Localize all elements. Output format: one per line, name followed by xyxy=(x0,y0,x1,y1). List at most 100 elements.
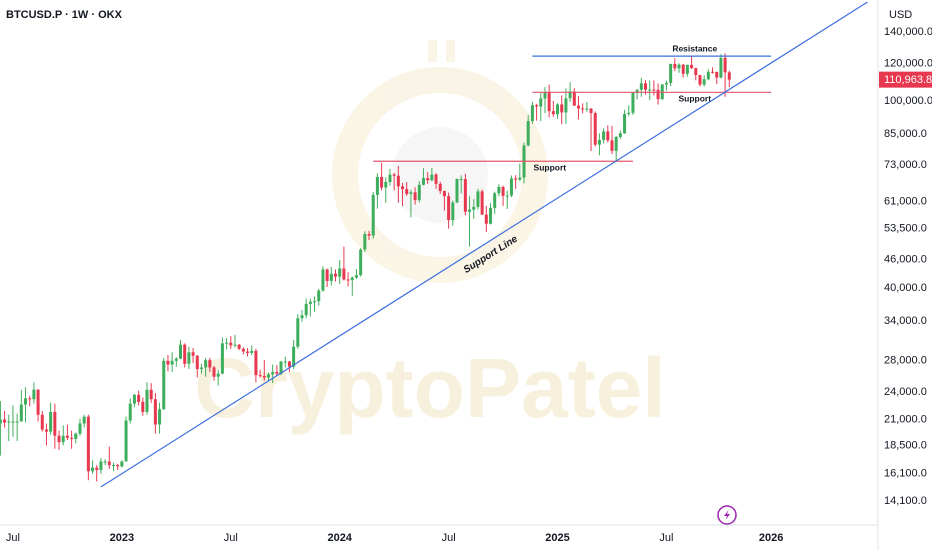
candle-body xyxy=(329,273,333,281)
candle-body xyxy=(137,394,141,402)
y-tick-label: 24,000.0 xyxy=(884,386,927,398)
y-tick-label: 46,000.0 xyxy=(884,253,927,265)
candle-body xyxy=(82,416,86,424)
candle-body xyxy=(413,192,417,201)
y-tick-label: 61,000.0 xyxy=(884,196,927,208)
candle-body xyxy=(543,91,547,99)
plot-area xyxy=(0,53,731,482)
y-tick-label: 40,000.0 xyxy=(884,282,927,294)
candle-body xyxy=(313,301,317,303)
logo-tick xyxy=(428,40,437,62)
candle-body xyxy=(656,89,660,100)
candle-body xyxy=(589,108,593,114)
candle-body xyxy=(396,175,400,187)
candle-body xyxy=(539,98,543,107)
candle-body xyxy=(509,178,513,196)
candle-body xyxy=(19,404,23,422)
candle-body xyxy=(556,104,560,115)
x-tick-label: 2024 xyxy=(327,532,352,544)
candle-body xyxy=(468,209,472,212)
candle-body xyxy=(551,111,555,115)
candle-body xyxy=(124,420,128,462)
candle-body xyxy=(145,389,149,412)
candle-body xyxy=(153,399,157,425)
candle-body xyxy=(375,176,379,195)
candle-body xyxy=(44,429,48,432)
candle-body xyxy=(597,139,601,145)
candle-body xyxy=(685,64,689,74)
candle-body xyxy=(719,57,723,78)
candle-body xyxy=(606,131,610,141)
candle-body xyxy=(673,63,677,69)
y-tick-label: 16,100.0 xyxy=(884,468,927,480)
candle-body xyxy=(627,112,631,114)
candle-body xyxy=(367,234,371,236)
candle-body xyxy=(635,89,639,93)
candle-body xyxy=(304,303,308,316)
candle-body xyxy=(610,140,614,151)
logo-tick xyxy=(446,40,455,62)
candle-body xyxy=(518,177,522,180)
candle-body xyxy=(581,108,585,110)
candle-body xyxy=(350,277,354,280)
candle-body xyxy=(208,360,212,368)
candle-body xyxy=(49,411,53,432)
candle-body xyxy=(530,105,534,122)
candle-body xyxy=(191,352,195,356)
y-tick-label: 100,000.0 xyxy=(884,95,932,107)
candle-body xyxy=(342,268,346,280)
candle-body xyxy=(421,178,425,185)
candle-body xyxy=(57,435,61,443)
lightning-icon[interactable] xyxy=(717,505,737,525)
candle-body xyxy=(99,461,103,471)
candle-body xyxy=(296,318,300,347)
candle-body xyxy=(572,91,576,106)
y-tick-label: 18,500.0 xyxy=(884,439,927,451)
candle-body xyxy=(702,79,706,85)
candle-body xyxy=(128,403,132,421)
candle-body xyxy=(455,179,459,203)
candle-body xyxy=(300,315,304,319)
candle-body xyxy=(451,202,455,221)
x-tick-label: 2025 xyxy=(545,532,569,544)
candle-body xyxy=(246,351,250,353)
candle-body xyxy=(442,191,446,197)
candle-body xyxy=(715,71,719,78)
candle-body xyxy=(170,360,174,365)
candle-body xyxy=(40,414,44,430)
candle-body xyxy=(576,105,580,109)
candle-body xyxy=(258,375,262,377)
candle-body xyxy=(623,113,627,134)
y-tick-label: 85,000.0 xyxy=(884,128,927,140)
y-tick-label: 14,100.0 xyxy=(884,495,927,507)
candle-body xyxy=(275,372,279,374)
candle-body xyxy=(187,352,191,364)
candle-body xyxy=(631,92,635,113)
candle-body xyxy=(677,64,681,69)
candle-body xyxy=(497,186,501,194)
candle-body xyxy=(212,367,216,377)
candle-body xyxy=(132,394,136,404)
x-tick-label: Jul xyxy=(224,532,238,544)
candle-body xyxy=(669,63,673,83)
candle-body xyxy=(384,182,388,188)
candle-body xyxy=(283,361,287,363)
candle-body xyxy=(325,269,329,281)
candle-body xyxy=(405,189,409,194)
candle-body xyxy=(359,249,363,276)
candle-body xyxy=(639,83,643,90)
candle-body xyxy=(237,344,241,349)
candle-body xyxy=(7,421,11,423)
candle-body xyxy=(241,348,245,352)
candle-body xyxy=(74,433,78,439)
candle-body xyxy=(585,108,589,110)
candle-body xyxy=(292,346,296,367)
candle-body xyxy=(250,350,254,353)
candle-body xyxy=(664,82,668,85)
candle-body xyxy=(430,174,434,181)
candle-body xyxy=(183,344,187,364)
candle-body xyxy=(505,195,509,197)
candle-body xyxy=(560,104,564,113)
candle-body xyxy=(225,342,229,344)
candle-body xyxy=(166,360,170,365)
